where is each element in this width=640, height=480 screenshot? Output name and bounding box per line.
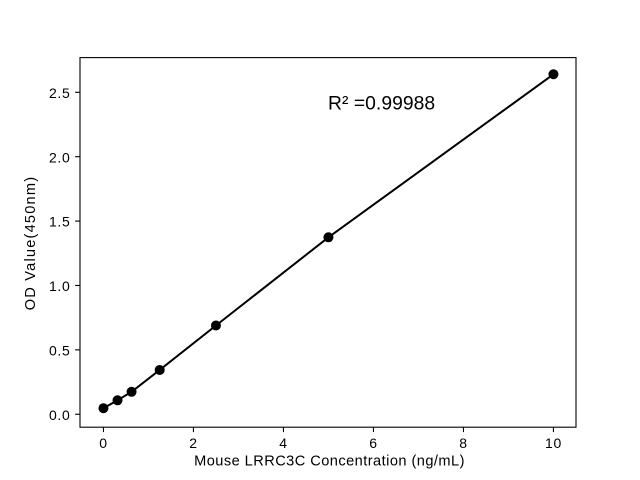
svg-text:0: 0 [99, 435, 108, 451]
svg-text:R² =0.99988: R² =0.99988 [328, 93, 435, 114]
svg-text:1.0: 1.0 [49, 278, 71, 294]
svg-text:6: 6 [369, 435, 378, 451]
svg-text:10: 10 [545, 435, 562, 451]
svg-text:2.0: 2.0 [49, 149, 71, 165]
svg-text:Mouse LRRC3C Concentration (ng: Mouse LRRC3C Concentration (ng/mL) [194, 454, 465, 470]
svg-text:1.5: 1.5 [49, 214, 71, 230]
svg-text:4: 4 [279, 435, 288, 451]
svg-text:0.0: 0.0 [49, 407, 71, 423]
svg-text:OD Value(450nm): OD Value(450nm) [23, 176, 39, 311]
svg-text:2: 2 [189, 435, 198, 451]
svg-text:2.5: 2.5 [49, 85, 71, 101]
svg-text:8: 8 [459, 435, 468, 451]
svg-text:0.5: 0.5 [49, 343, 71, 359]
